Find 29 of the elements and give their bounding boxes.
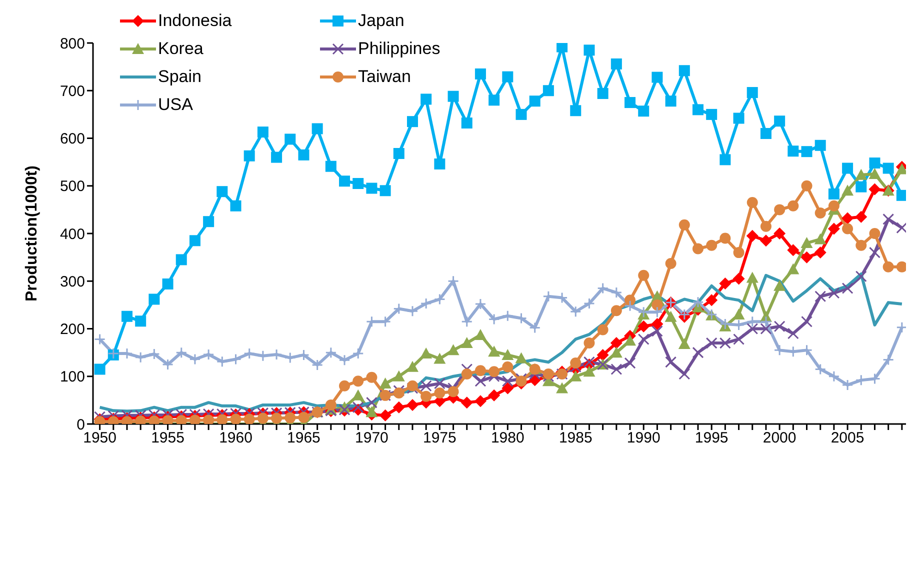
y-tick-label: 700 xyxy=(60,82,85,100)
legend-label: Philippines xyxy=(358,39,440,59)
legend-label: Taiwan xyxy=(358,67,411,87)
x-tick-label: 1960 xyxy=(219,430,252,447)
x-tick-label: 1965 xyxy=(287,430,320,447)
legend-label: Japan xyxy=(358,11,404,31)
x-tick-label: 1985 xyxy=(558,430,592,447)
legend-label: USA xyxy=(158,95,193,115)
x-tick-label: 1950 xyxy=(83,430,116,447)
y-tick-label: 100 xyxy=(60,368,85,386)
legend-label: Indonesia xyxy=(158,11,232,31)
y-tick-label: 300 xyxy=(60,273,85,290)
x-tick-label: 1975 xyxy=(422,430,456,447)
y-tick-label: 400 xyxy=(60,226,85,243)
x-tick-label: 1990 xyxy=(626,430,660,447)
x-tick-label: 1955 xyxy=(151,430,184,447)
x-tick-label: 1980 xyxy=(490,430,524,447)
y-tick-label: 800 xyxy=(60,35,85,52)
legend-label: Spain xyxy=(158,67,202,87)
y-axis-title: Production(1000t) xyxy=(24,165,41,302)
x-tick-label: 1970 xyxy=(355,430,388,447)
y-tick-label: 600 xyxy=(60,130,85,148)
y-tick-label: 500 xyxy=(60,178,85,196)
x-tick-label: 1995 xyxy=(694,430,728,447)
y-tick-label: 200 xyxy=(60,321,85,338)
y-tick-label: 0 xyxy=(76,416,85,434)
x-tick-label: 2005 xyxy=(830,430,864,447)
legend-label: Korea xyxy=(158,39,204,59)
x-tick-label: 2000 xyxy=(762,430,796,447)
